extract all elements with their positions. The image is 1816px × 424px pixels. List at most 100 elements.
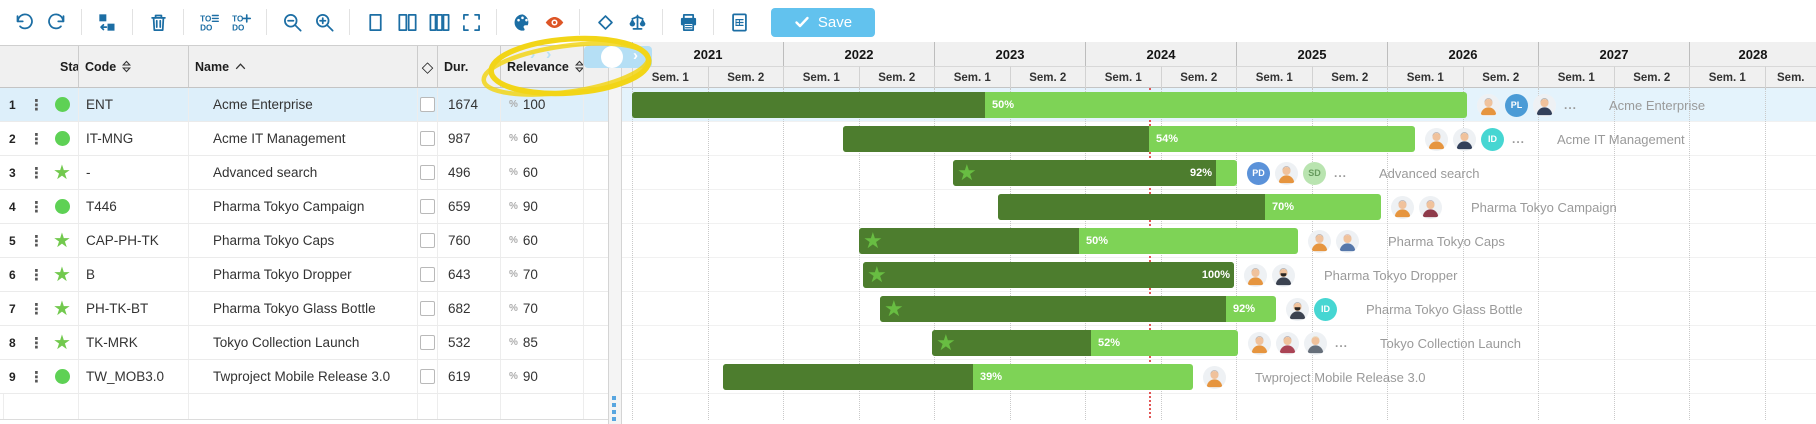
status-star-icon: ★ (53, 161, 71, 184)
milestone-checkbox[interactable] (420, 199, 435, 214)
milestone-checkbox[interactable] (420, 369, 435, 384)
row-menu-kebab-icon[interactable]: ⋮ (29, 368, 44, 386)
table-row[interactable]: 9 ⋮ TW_MOB3.0 Twproject Mobile Release 3.0 6… (0, 360, 608, 394)
assignee-avatar[interactable] (1276, 331, 1299, 355)
assignee-badge-PD[interactable]: PD (1247, 161, 1270, 185)
assignee-badge-SD[interactable]: SD (1303, 161, 1326, 185)
bar-meta: ID... Acme IT Management (1425, 127, 1685, 151)
row-menu-kebab-icon[interactable]: ⋮ (29, 334, 44, 352)
milestone-checkbox[interactable] (420, 267, 435, 282)
milestone-checkbox[interactable] (420, 335, 435, 350)
assignee-avatar[interactable] (1275, 161, 1298, 185)
column-header-filler (583, 46, 608, 87)
palette-icon[interactable] (509, 9, 535, 35)
splitter-drag-handle-icon[interactable] (612, 410, 616, 414)
milestone-checkbox[interactable] (420, 97, 435, 112)
assignee-avatar[interactable] (1391, 195, 1414, 219)
assignee-avatar[interactable] (1203, 365, 1226, 389)
gantt-bar[interactable]: 39% (723, 364, 1193, 390)
gantt-bar[interactable]: ★ 50% (859, 228, 1298, 254)
gantt-row-separator (622, 360, 1816, 394)
assignee-badge-ID[interactable]: ID (1481, 127, 1504, 151)
column-header-code[interactable]: Code (78, 46, 188, 87)
bar-meta: ID Pharma Tokyo Glass Bottle (1286, 297, 1523, 321)
column-header-status[interactable]: Stat (46, 46, 78, 87)
more-assignees-icon[interactable]: ... (1334, 166, 1348, 180)
assignee-avatar[interactable] (1248, 331, 1271, 355)
milestone-checkbox[interactable] (420, 165, 435, 180)
gantt-bar[interactable]: ★ 92% (953, 160, 1237, 186)
assignee-avatar[interactable] (1419, 195, 1442, 219)
milestone-checkbox[interactable] (420, 131, 435, 146)
fullscreen-icon[interactable] (458, 9, 484, 35)
trash-icon[interactable] (145, 9, 171, 35)
table-row[interactable]: 4 ⋮ T446 Pharma Tokyo Campaign 659% 90 (0, 190, 608, 224)
assignee-badge-PL[interactable]: PL (1505, 93, 1528, 117)
assignee-avatar[interactable] (1286, 297, 1309, 321)
gantt-bar[interactable]: 54% (843, 126, 1415, 152)
assignee-avatar[interactable] (1304, 331, 1327, 355)
gantt-bar[interactable]: 70% (998, 194, 1381, 220)
table-row[interactable]: 8 ⋮ ★ TK-MRK Tokyo Collection Launch 532% 85 (0, 326, 608, 360)
assignee-avatar[interactable] (1477, 93, 1500, 117)
row-menu-kebab-icon[interactable]: ⋮ (29, 266, 44, 284)
undo-icon[interactable] (11, 9, 37, 35)
table-row[interactable]: 2 ⋮ IT-MNG Acme IT Management 987% 60 (0, 122, 608, 156)
todo-add-icon[interactable]: TO DO (228, 9, 254, 35)
table-row[interactable]: 6 ⋮ ★ B Pharma Tokyo Dropper 643% 70 (0, 258, 608, 292)
report-icon[interactable] (726, 9, 752, 35)
more-assignees-icon[interactable]: ... (1512, 132, 1526, 146)
table-row[interactable]: 7 ⋮ ★ PH-TK-BT Pharma Tokyo Glass Bottle 682%… (0, 292, 608, 326)
assignee-avatar[interactable] (1336, 229, 1359, 253)
assignee-avatar[interactable] (1244, 263, 1267, 287)
redo-icon[interactable] (43, 9, 69, 35)
column-header-relevance[interactable]: Relevance (500, 46, 583, 87)
panel-splitter[interactable] (608, 45, 622, 424)
milestone-checkbox[interactable] (420, 233, 435, 248)
table-row[interactable]: 5 ⋮ ★ CAP-PH-TK Pharma Tokyo Caps 760% 60 (0, 224, 608, 258)
bar-start-star-icon: ★ (884, 296, 904, 321)
more-assignees-icon[interactable]: ... (1335, 336, 1349, 350)
zoom-out-icon[interactable] (279, 9, 305, 35)
milestone-checkbox[interactable] (420, 301, 435, 316)
gantt-bar[interactable]: ★ 100% (863, 262, 1234, 288)
table-row[interactable]: 3 ⋮ ★ - Advanced search 496% 60 (0, 156, 608, 190)
layout-three-column-icon[interactable] (426, 9, 452, 35)
assignee-badge-ID[interactable]: ID (1314, 297, 1337, 321)
eye-icon[interactable] (541, 9, 567, 35)
row-menu-kebab-icon[interactable]: ⋮ (29, 130, 44, 148)
row-menu-kebab-icon[interactable]: ⋮ (29, 96, 44, 114)
layout-one-column-icon[interactable] (362, 9, 388, 35)
scales-icon[interactable] (624, 9, 650, 35)
assignee-avatar[interactable] (1425, 127, 1448, 151)
print-icon[interactable] (675, 9, 701, 35)
status-star-icon: ★ (53, 229, 71, 252)
filler-cell (583, 156, 608, 189)
assignee-avatar[interactable] (1272, 263, 1295, 287)
indent-task-icon[interactable] (94, 9, 120, 35)
row-menu-kebab-icon[interactable]: ⋮ (29, 198, 44, 216)
table-row[interactable]: 1 ⋮ ENT Acme Enterprise 1674% 100 (0, 88, 608, 122)
gantt-bar[interactable]: 50% (632, 92, 1467, 118)
gantt-bar[interactable]: ★ 52% (932, 330, 1238, 356)
milestone-diamond-icon[interactable] (592, 9, 618, 35)
assignee-avatar[interactable] (1453, 127, 1476, 151)
assignee-avatar[interactable] (1533, 93, 1556, 117)
column-header-name[interactable]: Name (188, 46, 417, 87)
gantt-bar[interactable]: ★ 92% (880, 296, 1276, 322)
relevance-value: 60 (522, 165, 538, 180)
todo-list-icon[interactable]: TO DO (196, 9, 222, 35)
timeline-year-2025: 2025 (1236, 42, 1387, 66)
column-header-flag[interactable]: ◇ (417, 46, 437, 87)
zoom-in-icon[interactable] (311, 9, 337, 35)
row-menu-kebab-icon[interactable]: ⋮ (29, 300, 44, 318)
column-header-duration[interactable]: Dur. (437, 46, 500, 87)
more-assignees-icon[interactable]: ... (1564, 98, 1578, 112)
semester-gridline (1462, 88, 1464, 420)
status-cell (46, 122, 78, 155)
row-menu-kebab-icon[interactable]: ⋮ (29, 232, 44, 250)
row-menu-kebab-icon[interactable]: ⋮ (29, 164, 44, 182)
layout-two-column-icon[interactable] (394, 9, 420, 35)
assignee-avatar[interactable] (1308, 229, 1331, 253)
save-button[interactable]: Save (771, 7, 875, 37)
